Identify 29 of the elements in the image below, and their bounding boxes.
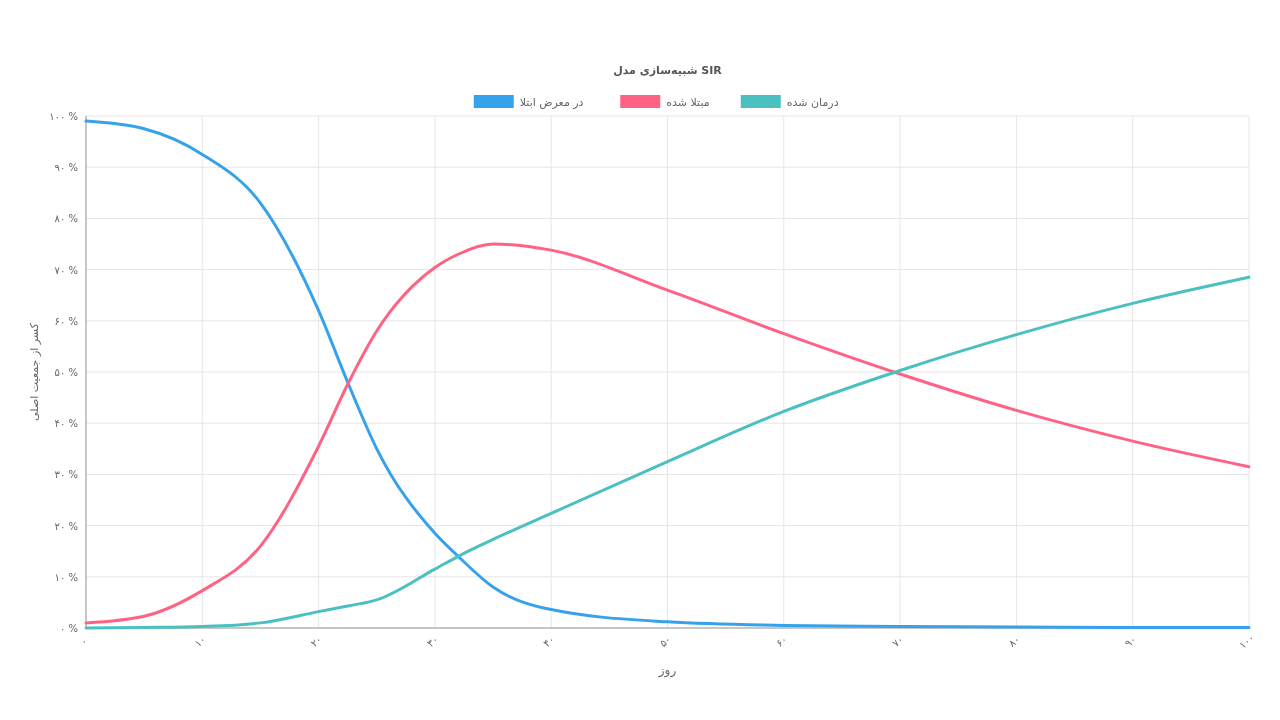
x-tick-label: ۵۰ — [657, 633, 673, 649]
y-axis-title: کسر از جمعیت اصلی — [28, 322, 41, 421]
x-tick-label: ۸۰ — [1006, 633, 1022, 649]
x-tick-label: ۱۰ — [192, 633, 208, 649]
x-tick-label: ۷۰ — [890, 633, 906, 649]
x-tick-label: ۰ — [78, 635, 90, 648]
x-tick-label: ۶۰ — [773, 633, 790, 649]
y-tick-label: ۱۰ % — [54, 571, 78, 583]
y-tick-label: ۱۰۰ % — [49, 111, 78, 122]
y-tick-label: ۸۰ % — [54, 213, 78, 225]
y-tick-label: ۰ % — [59, 623, 78, 634]
y-tick-label: ۶۰ % — [54, 315, 78, 327]
y-tick-label: ۴۰ % — [54, 418, 78, 430]
legend-label: درمان شده — [786, 96, 839, 109]
line-series — [84, 119, 1251, 629]
x-tick-label: ۱۰۰ — [1237, 631, 1257, 651]
y-tick-label: ۲۰ % — [54, 520, 78, 532]
x-tick-label: ۲۰ — [308, 633, 324, 649]
legend-label: مبتلا شده — [666, 96, 710, 109]
chart-title: شبیه‌سازی مدل SIR — [613, 64, 723, 77]
x-tick-label: ۹۰ — [1122, 633, 1139, 649]
y-tick-label: ۳۰ % — [54, 469, 78, 481]
x-tick-label: ۴۰ — [541, 633, 557, 649]
y-tick-label: ۹۰ % — [54, 162, 78, 174]
y-tick-label: ۷۰ % — [54, 264, 78, 276]
y-tick-label: ۵۰ % — [54, 367, 78, 378]
x-axis-title: روز — [657, 663, 677, 678]
x-tick-label: ۳۰ — [425, 633, 441, 649]
legend-label: در معرض ابتلا — [519, 96, 584, 109]
